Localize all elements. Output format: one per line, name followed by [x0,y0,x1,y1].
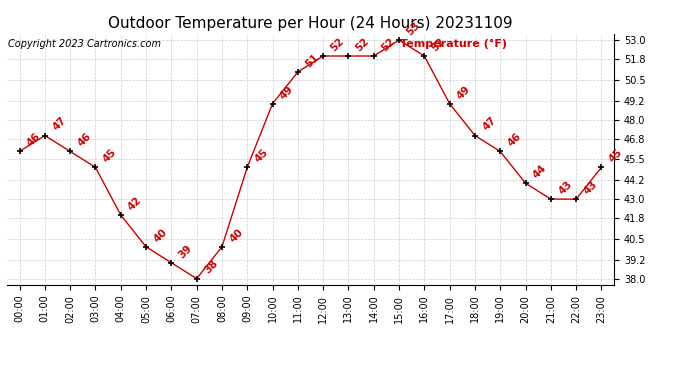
Text: 52: 52 [380,36,397,53]
Text: 47: 47 [50,115,68,133]
Text: 45: 45 [607,147,624,165]
Text: 45: 45 [101,147,119,165]
Text: 39: 39 [177,243,194,260]
Text: 43: 43 [582,179,599,196]
Text: 52: 52 [328,36,346,53]
Text: 49: 49 [278,84,295,101]
Text: 43: 43 [556,179,574,196]
Text: 38: 38 [202,258,219,276]
Text: Copyright 2023 Cartronics.com: Copyright 2023 Cartronics.com [8,39,161,50]
Text: 42: 42 [126,195,144,212]
Text: Temperature (°F): Temperature (°F) [400,39,507,50]
Text: 40: 40 [228,226,245,244]
Text: 49: 49 [455,84,473,101]
Text: 47: 47 [480,115,498,133]
Text: 44: 44 [531,163,549,180]
Text: 52: 52 [354,36,371,53]
Text: 52: 52 [430,36,447,53]
Text: 46: 46 [76,131,93,148]
Text: 53: 53 [404,20,422,38]
Title: Outdoor Temperature per Hour (24 Hours) 20231109: Outdoor Temperature per Hour (24 Hours) … [108,16,513,31]
Text: 51: 51 [304,52,321,69]
Text: 46: 46 [506,131,523,148]
Text: 45: 45 [253,147,270,165]
Text: 40: 40 [152,226,169,244]
Text: 46: 46 [25,131,43,148]
